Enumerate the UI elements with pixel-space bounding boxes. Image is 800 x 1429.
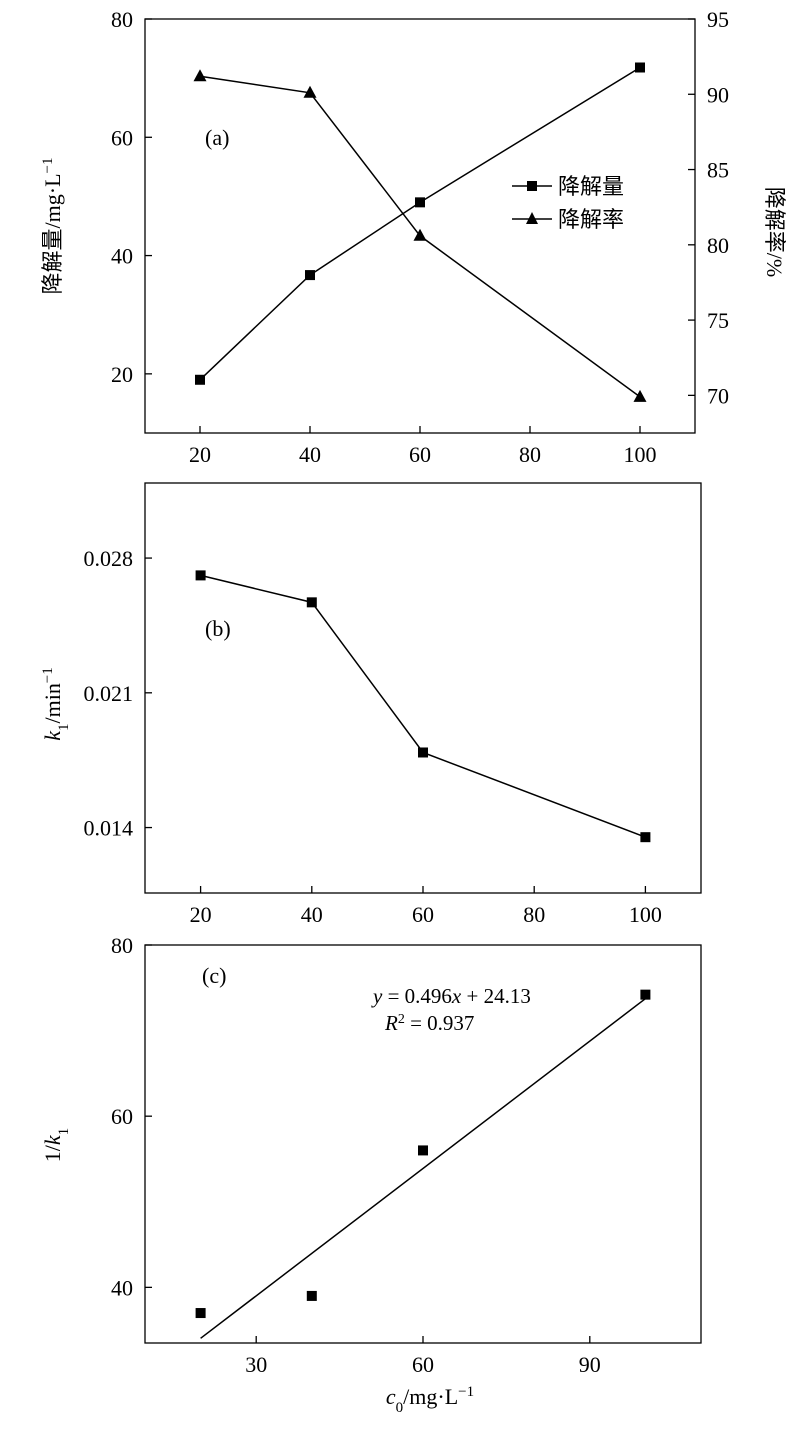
- y-ticks-c: 40 60 80: [111, 933, 152, 1300]
- data-point-square: [640, 989, 651, 1000]
- data-point-triangle: [633, 389, 647, 402]
- data-point-square: [306, 597, 317, 608]
- y-tick-label: 40: [111, 1275, 133, 1300]
- y-tick-label: 0.028: [84, 546, 134, 571]
- x-tick-label: 60: [412, 902, 434, 927]
- panel-b: 20 40 60 80 100 0.014 0.021 0.028 (b) k1/min−1: [40, 482, 702, 927]
- x-tick-label: 80: [523, 902, 545, 927]
- x-tick-label: 20: [190, 902, 212, 927]
- y-tick-label: 60: [111, 125, 133, 150]
- fit-equation: y = 0.496x + 24.13: [371, 984, 531, 1008]
- x-tick-label: 100: [629, 902, 662, 927]
- series-c: [195, 989, 651, 1339]
- y2-tick-label: 95: [707, 7, 729, 32]
- series-line: [199, 75, 641, 398]
- data-point-square: [195, 570, 206, 581]
- y2-tick-label: 75: [707, 308, 729, 333]
- x-tick-label: 90: [579, 1352, 601, 1377]
- series-line: [200, 574, 646, 838]
- y2-ticks-a: 70 75 80 85 90 95: [688, 7, 729, 408]
- legend-label-degradation-rate: 降解率: [558, 207, 624, 232]
- y2-tick-label: 80: [707, 233, 729, 258]
- data-point-square: [195, 1308, 206, 1319]
- y-tick-label: 40: [111, 244, 133, 269]
- data-point-triangle: [303, 85, 317, 98]
- x-tick-label: 20: [189, 442, 211, 467]
- x-tick-label: 40: [299, 442, 321, 467]
- data-point-square: [195, 374, 205, 385]
- x-axis-label-c: c0/mg·L−1: [386, 1384, 474, 1416]
- x-tick-label: 100: [624, 442, 657, 467]
- data-point-square: [418, 747, 428, 758]
- x-tick-label: 30: [245, 1352, 267, 1377]
- panel-label-a: (a): [205, 125, 229, 150]
- panel-a: 20 40 60 80 100 20 40 60 80 70 75 80 85 90 95 (a) 降解…: [40, 7, 787, 467]
- x-ticks-b: 20 40 60 80 100: [190, 886, 662, 927]
- y-ticks-b: 0.014 0.021 0.028: [84, 546, 152, 841]
- y-tick-label: 20: [111, 362, 133, 387]
- series-a: [193, 62, 647, 402]
- data-point-square: [635, 62, 645, 73]
- y-tick-label: 0.014: [84, 816, 134, 841]
- series-line: [199, 66, 641, 381]
- x-tick-label: 60: [412, 1352, 434, 1377]
- y-axis-label-c: 1/k1: [40, 1128, 72, 1162]
- y-axis-label-b: k1/min−1: [40, 667, 72, 741]
- y2-tick-label: 90: [707, 82, 729, 107]
- x-tick-label: 80: [519, 442, 541, 467]
- legend-marker-triangle: [526, 212, 538, 224]
- series-b: [195, 570, 651, 843]
- legend-a: 降解量 降解率: [512, 174, 624, 232]
- y2-tick-label: 70: [707, 383, 729, 408]
- panel-c: 30 60 90 40 60 80 (c) y = 0.496x + 24.13 R2 …: [40, 933, 702, 1416]
- x-tick-label: 40: [301, 902, 323, 927]
- data-point-square: [640, 832, 651, 843]
- data-point-square: [415, 197, 425, 208]
- data-point-square: [306, 1290, 317, 1301]
- y-axis-label-a: 降解量/mg·L−1: [40, 158, 65, 295]
- fit-line: [200, 998, 646, 1339]
- y-tick-label: 80: [111, 933, 133, 958]
- data-point-triangle: [413, 228, 427, 241]
- legend-marker-square: [527, 181, 537, 191]
- y-tick-label: 80: [111, 7, 133, 32]
- y2-axis-label-a: 降解率/%: [762, 187, 787, 277]
- y2-tick-label: 85: [707, 158, 729, 183]
- y-tick-label: 0.021: [84, 681, 134, 706]
- y-tick-label: 60: [111, 1104, 133, 1129]
- data-point-square: [305, 270, 315, 281]
- x-tick-label: 60: [409, 442, 431, 467]
- x-ticks-c: 30 60 90: [245, 1336, 601, 1377]
- y-ticks-a: 20 40 60 80: [111, 7, 152, 387]
- fit-r-squared: R2 = 0.937: [384, 1011, 474, 1035]
- data-point-square: [418, 1145, 428, 1156]
- legend-label-degradation-amount: 降解量: [558, 174, 624, 199]
- plot-frame-b: [144, 482, 702, 894]
- data-point-triangle: [193, 69, 207, 82]
- panel-label-b: (b): [205, 616, 231, 641]
- panel-label-c: (c): [202, 963, 226, 988]
- x-ticks-a: 20 40 60 80 100: [189, 426, 657, 467]
